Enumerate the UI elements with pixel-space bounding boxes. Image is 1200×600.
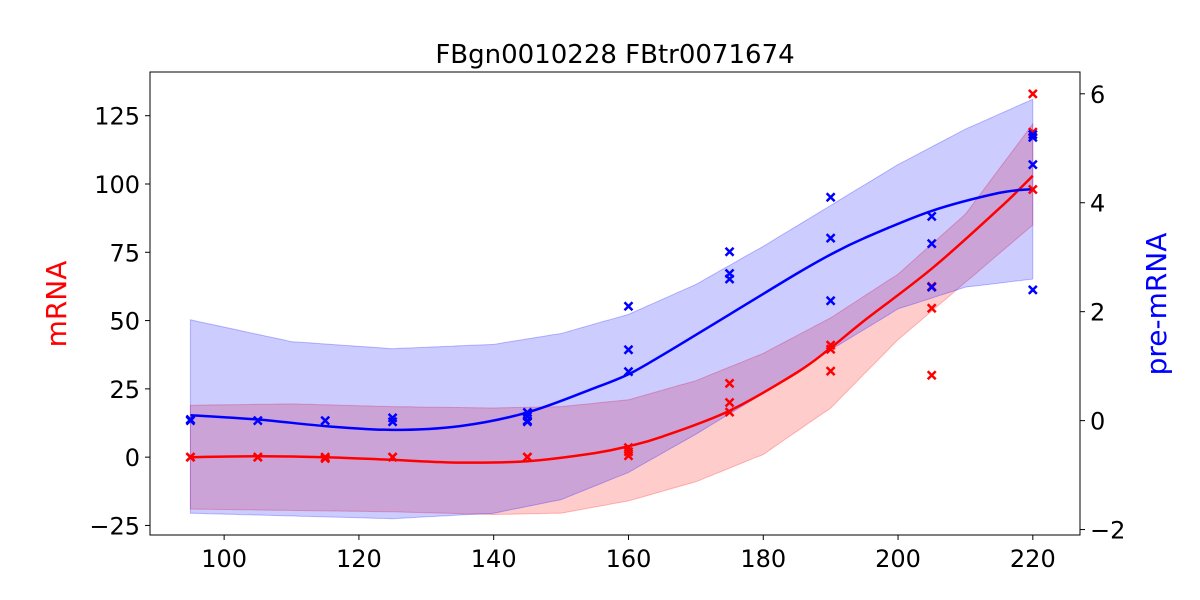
- data-point-mrna: [522, 452, 533, 463]
- data-point-pre-mrna: [623, 344, 634, 355]
- data-point-mrna: [926, 370, 937, 381]
- data-point-mrna: [724, 407, 735, 417]
- plot-area: [185, 88, 1038, 520]
- data-point-pre-mrna: [623, 301, 634, 312]
- x-tick-label: 120: [336, 545, 382, 573]
- data-point-pre-mrna: [320, 415, 331, 426]
- data-point-pre-mrna: [825, 192, 836, 203]
- data-point-pre-mrna: [1027, 129, 1038, 140]
- data-point-pre-mrna: [825, 233, 836, 244]
- y-axis-right: −2 0 2 4 6: [1080, 81, 1125, 545]
- data-point-mrna: [1027, 184, 1038, 195]
- x-tick-label: 180: [740, 545, 786, 573]
- data-point-pre-mrna: [1027, 284, 1038, 295]
- data-point-pre-mrna: [1027, 159, 1038, 170]
- data-point-mrna: [724, 378, 735, 389]
- y-right-tick-label: 0: [1090, 408, 1105, 436]
- fit-line-mrna: [190, 174, 1034, 464]
- y-axis-right-label: pre-mRNA: [1140, 233, 1173, 376]
- y-left-tick-label: 75: [109, 239, 140, 267]
- data-point-mrna: [926, 303, 937, 314]
- data-point-mrna: [623, 450, 634, 461]
- data-point-pre-mrna: [522, 416, 533, 427]
- data-point-mrna: [387, 452, 398, 463]
- data-point-pre-mrna: [252, 415, 263, 426]
- y-left-tick-label: 125: [94, 103, 140, 131]
- data-point-mrna: [825, 344, 836, 355]
- data-point-pre-mrna: [825, 295, 836, 306]
- data-point-mrna: [825, 366, 836, 376]
- x-tick-label: 140: [471, 545, 517, 573]
- y-right-tick-label: 4: [1090, 190, 1105, 218]
- data-point-mrna: [185, 452, 196, 463]
- data-point-pre-mrna: [724, 246, 735, 257]
- confidence-band-pre-mrna: [189, 98, 1034, 520]
- data-point-pre-mrna: [185, 414, 196, 425]
- x-tick-label: 100: [201, 545, 247, 573]
- x-tick-label: 220: [1010, 545, 1056, 573]
- data-point-pre-mrna: [623, 366, 634, 377]
- x-tick-label: 160: [606, 545, 652, 573]
- y-left-tick-label: −25: [89, 512, 140, 540]
- confidence-band-mrna: [189, 122, 1034, 516]
- y-right-tick-label: −2: [1090, 517, 1125, 545]
- y-left-tick-label: 25: [109, 376, 140, 404]
- data-point-pre-mrna: [1027, 132, 1038, 143]
- data-point-pre-mrna: [724, 274, 735, 284]
- data-point-mrna: [320, 453, 331, 464]
- y-axis-left: −25 0 25 50 75 100 125: [89, 103, 150, 540]
- chart-title: FBgn0010228 FBtr0071674: [435, 40, 794, 70]
- data-point-mrna: [724, 397, 735, 408]
- plot-frame: [149, 71, 1081, 536]
- fit-line-pre-mrna: [190, 187, 1033, 432]
- data-point-mrna: [1027, 88, 1038, 99]
- data-point-pre-mrna: [926, 211, 937, 222]
- x-tick-label: 200: [875, 545, 921, 573]
- y-axis-left-label: mRNA: [40, 261, 73, 348]
- data-point-pre-mrna: [387, 416, 398, 427]
- x-axis: 100 120 140 160 180 200 220: [201, 535, 1056, 573]
- y-left-tick-label: 50: [109, 308, 140, 336]
- y-right-tick-label: 6: [1090, 81, 1105, 109]
- data-point-mrna: [252, 452, 263, 463]
- data-point-pre-mrna: [926, 282, 937, 293]
- data-point-pre-mrna: [926, 238, 937, 249]
- y-left-tick-label: 100: [94, 171, 140, 199]
- y-left-tick-label: 0: [125, 444, 140, 472]
- y-right-tick-label: 2: [1090, 299, 1105, 327]
